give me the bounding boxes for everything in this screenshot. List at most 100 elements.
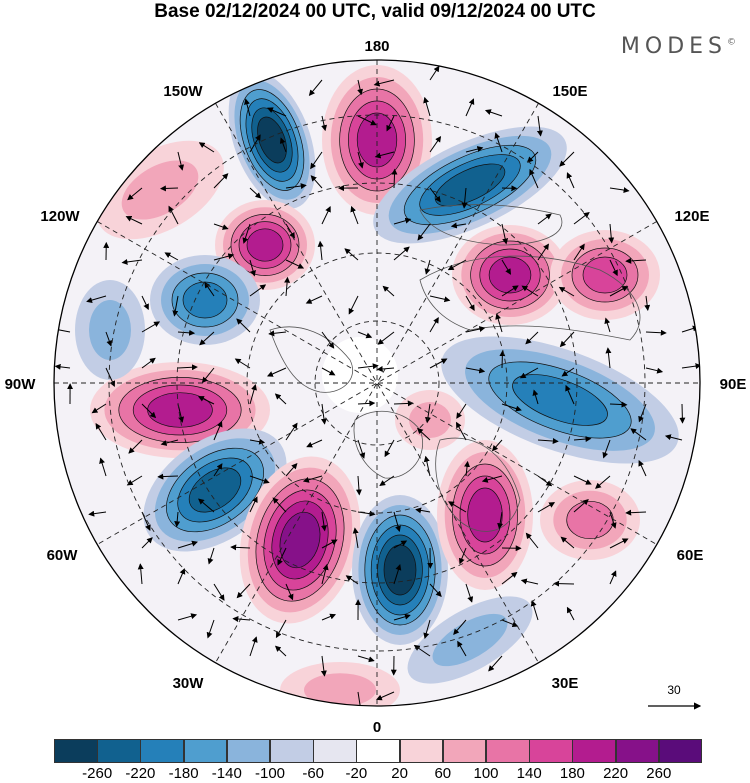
lon-label-150w: 150W	[163, 83, 203, 100]
wind-arrow-52	[608, 223, 615, 244]
wind-arrow-18	[357, 151, 364, 169]
anomaly-contour-12-5	[383, 544, 417, 596]
colorbar-tick-label: 260	[646, 765, 672, 782]
wind-arrow-73	[249, 284, 267, 297]
wind-arrow-93	[357, 331, 373, 339]
wind-arrow-185	[573, 499, 589, 513]
wind-arrow-115	[499, 350, 506, 369]
wind-arrow-4	[244, 98, 251, 117]
wind-arrow-162	[302, 475, 323, 483]
wind-arrow-24	[559, 151, 575, 167]
wind-arrow-138	[679, 403, 686, 424]
wind-arrow-122	[91, 403, 107, 414]
wind-arrow-181	[415, 507, 431, 514]
wind-arrow-0	[308, 79, 323, 96]
anomaly-contour-9-4	[147, 392, 213, 428]
brand-mark: ©	[727, 37, 736, 48]
wind-arrow-132	[456, 403, 467, 419]
wind-arrow-6	[321, 115, 328, 132]
wind-arrow-33	[429, 187, 441, 203]
wind-arrow-201	[609, 538, 629, 549]
wind-arrow-212	[501, 571, 518, 585]
wind-arrow-159	[213, 463, 223, 477]
wind-arrow-145	[306, 439, 323, 448]
wind-arrow-224	[453, 619, 467, 635]
map-title: Base 02/12/2024 00 UTC, valid 09/12/2024…	[154, 1, 596, 22]
wind-arrow-192	[277, 547, 287, 566]
wind-arrow-144	[285, 422, 298, 441]
wind-arrow-30	[310, 175, 323, 189]
wind-arrow-174	[174, 511, 181, 528]
wind-arrow-220	[321, 613, 337, 621]
wind-arrow-20	[429, 135, 442, 153]
wind-arrow-222	[393, 613, 411, 621]
wind-arrow-51	[573, 211, 590, 225]
colorbar	[54, 739, 703, 763]
wind-arrow-45	[350, 205, 359, 225]
wind-arrow-8	[386, 115, 395, 132]
wind-arrow-2	[373, 79, 395, 87]
anomaly-contour-17-1	[89, 300, 131, 360]
colorbar-swatch-9	[442, 739, 487, 763]
wind-arrow-118	[605, 347, 612, 369]
anomaly-contour-13-4	[467, 487, 503, 543]
anomaly-contour-3-4	[246, 228, 284, 262]
wind-arrow-9	[423, 96, 431, 117]
wind-arrow-129	[357, 400, 376, 407]
lon-label-120e: 120E	[674, 208, 709, 225]
anomaly-contour-1-5	[257, 116, 287, 164]
wind-arrow-47	[417, 223, 431, 241]
wind-arrow-127	[274, 393, 287, 405]
anomaly-contour-18-1	[409, 402, 451, 438]
wind-arrow-3	[429, 65, 440, 81]
wind-arrow-19	[374, 151, 395, 159]
colorbar-swatch-1	[97, 739, 141, 763]
wind-arrow-78	[429, 295, 451, 303]
wind-arrow-154	[630, 428, 647, 441]
wind-arrow-203	[177, 568, 186, 585]
wind-arrow-206	[285, 583, 294, 601]
wind-arrow-67	[609, 259, 618, 277]
colorbar-tick-label: 20	[391, 765, 408, 782]
wind-arrow-117	[561, 367, 575, 377]
wind-arrow-235	[488, 655, 503, 672]
anomaly-contour-0-4	[356, 112, 398, 168]
wind-arrow-64	[501, 259, 512, 275]
wind-arrow-112	[376, 365, 395, 372]
wind-arrow-168	[537, 475, 553, 487]
wind-arrow-155	[664, 434, 683, 441]
lon-label-150e: 150E	[552, 83, 587, 100]
wind-arrow-189	[177, 540, 198, 549]
wind-arrow-217	[206, 619, 215, 639]
anomaly-contour-4-4	[488, 256, 532, 294]
colorbar-swatch-4	[226, 739, 271, 763]
wind-arrow-61	[393, 246, 410, 261]
wind-arrow-166	[464, 460, 471, 477]
wind-arrow-82	[558, 286, 575, 297]
vector-reference-label: 30	[667, 683, 681, 697]
colorbar-swatch-2	[140, 739, 185, 763]
wind-arrow-106	[177, 364, 198, 371]
wind-arrow-209	[393, 564, 402, 585]
wind-arrow-151	[537, 438, 559, 445]
wind-arrow-116	[519, 367, 539, 379]
wind-arrow-225	[501, 619, 519, 628]
wind-arrow-149	[456, 421, 467, 441]
wind-arrow-7	[357, 115, 377, 126]
wind-arrow-214	[553, 580, 575, 587]
wind-arrow-36	[529, 168, 539, 189]
wind-arrow-188	[141, 537, 153, 549]
anomaly-contour-16-1	[304, 673, 376, 706]
anomaly-contour-11-5	[279, 511, 321, 569]
wind-arrow-96	[465, 326, 486, 333]
lon-label-120w: 120W	[40, 208, 80, 225]
wind-arrow-142	[213, 420, 223, 441]
wind-arrow-41	[213, 223, 229, 230]
wind-arrow-29	[285, 183, 307, 190]
wind-arrow-136	[609, 401, 628, 408]
wind-arrow-39	[125, 216, 143, 225]
wind-arrow-219	[275, 619, 287, 639]
colorbar-tick-label: -180	[168, 765, 199, 782]
wind-arrow-202	[137, 563, 144, 585]
wind-arrow-1	[357, 79, 364, 96]
